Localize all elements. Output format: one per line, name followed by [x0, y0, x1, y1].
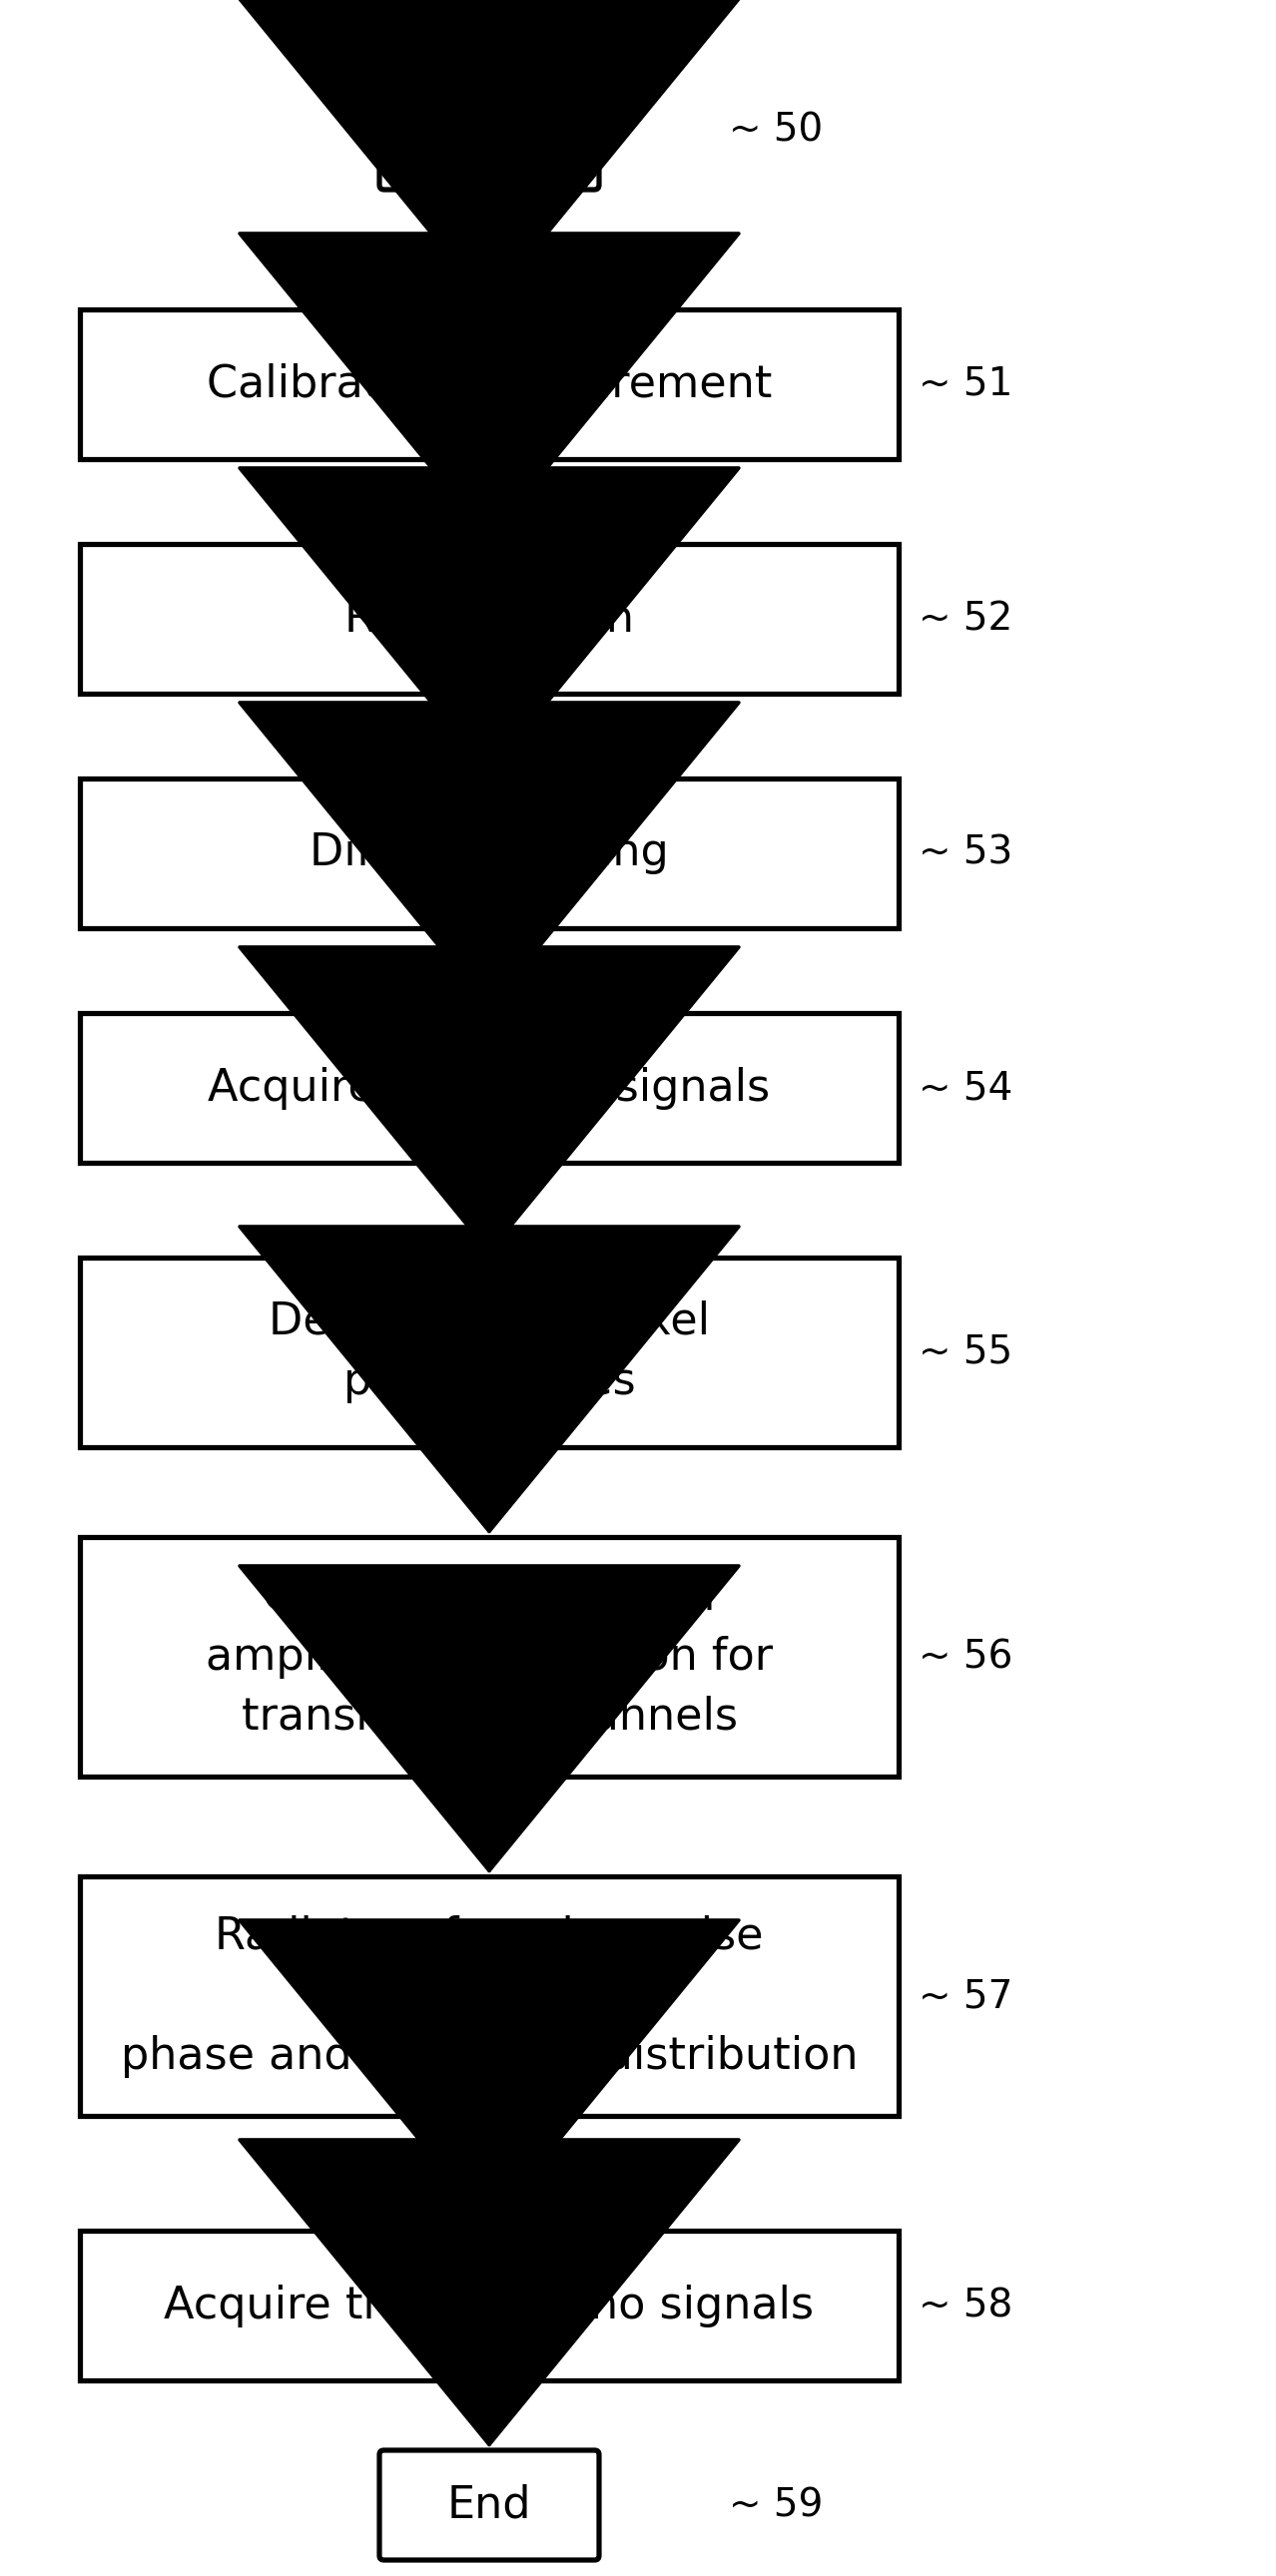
FancyBboxPatch shape — [379, 2450, 598, 2561]
Text: ~ 52: ~ 52 — [919, 600, 1013, 639]
Text: Calculate phase and
amplitude distribution for
transmission channels: Calculate phase and amplitude distributi… — [205, 1577, 773, 1739]
Text: Calibration measurement: Calibration measurement — [207, 363, 772, 404]
Text: ~ 57: ~ 57 — [919, 1978, 1013, 2014]
Text: End: End — [447, 2483, 531, 2527]
Text: ~ 54: ~ 54 — [919, 1069, 1013, 1108]
Text: ~ 51: ~ 51 — [919, 366, 1013, 404]
Text: Diffusion coding: Diffusion coding — [310, 832, 669, 876]
Bar — [80, 778, 898, 927]
Bar — [80, 1875, 898, 2115]
Text: ~ 55: ~ 55 — [919, 1334, 1013, 1370]
Text: ~ 59: ~ 59 — [729, 2486, 823, 2524]
Text: RF excitation: RF excitation — [345, 598, 634, 641]
Bar — [80, 309, 898, 459]
Bar — [80, 1257, 898, 1448]
Text: ~ 53: ~ 53 — [919, 835, 1013, 873]
Bar — [80, 544, 898, 693]
Text: Acquire navigator signals: Acquire navigator signals — [208, 1066, 771, 1110]
Bar — [80, 1012, 898, 1162]
Text: ~ 58: ~ 58 — [919, 2287, 1013, 2324]
Bar — [80, 2231, 898, 2380]
Bar — [80, 1538, 898, 1777]
Text: ~ 50: ~ 50 — [729, 111, 823, 149]
Text: Radiate refocusing pulse
with calculated
phase and amplitude distribution: Radiate refocusing pulse with calculated… — [120, 1914, 857, 2076]
Text: Determine per-pixel
phase values: Determine per-pixel phase values — [268, 1301, 709, 1404]
Text: Start: Start — [435, 108, 544, 152]
FancyBboxPatch shape — [379, 70, 598, 191]
Text: Acquire the spin echo signals: Acquire the spin echo signals — [165, 2285, 814, 2326]
Text: ~ 56: ~ 56 — [919, 1638, 1013, 1677]
